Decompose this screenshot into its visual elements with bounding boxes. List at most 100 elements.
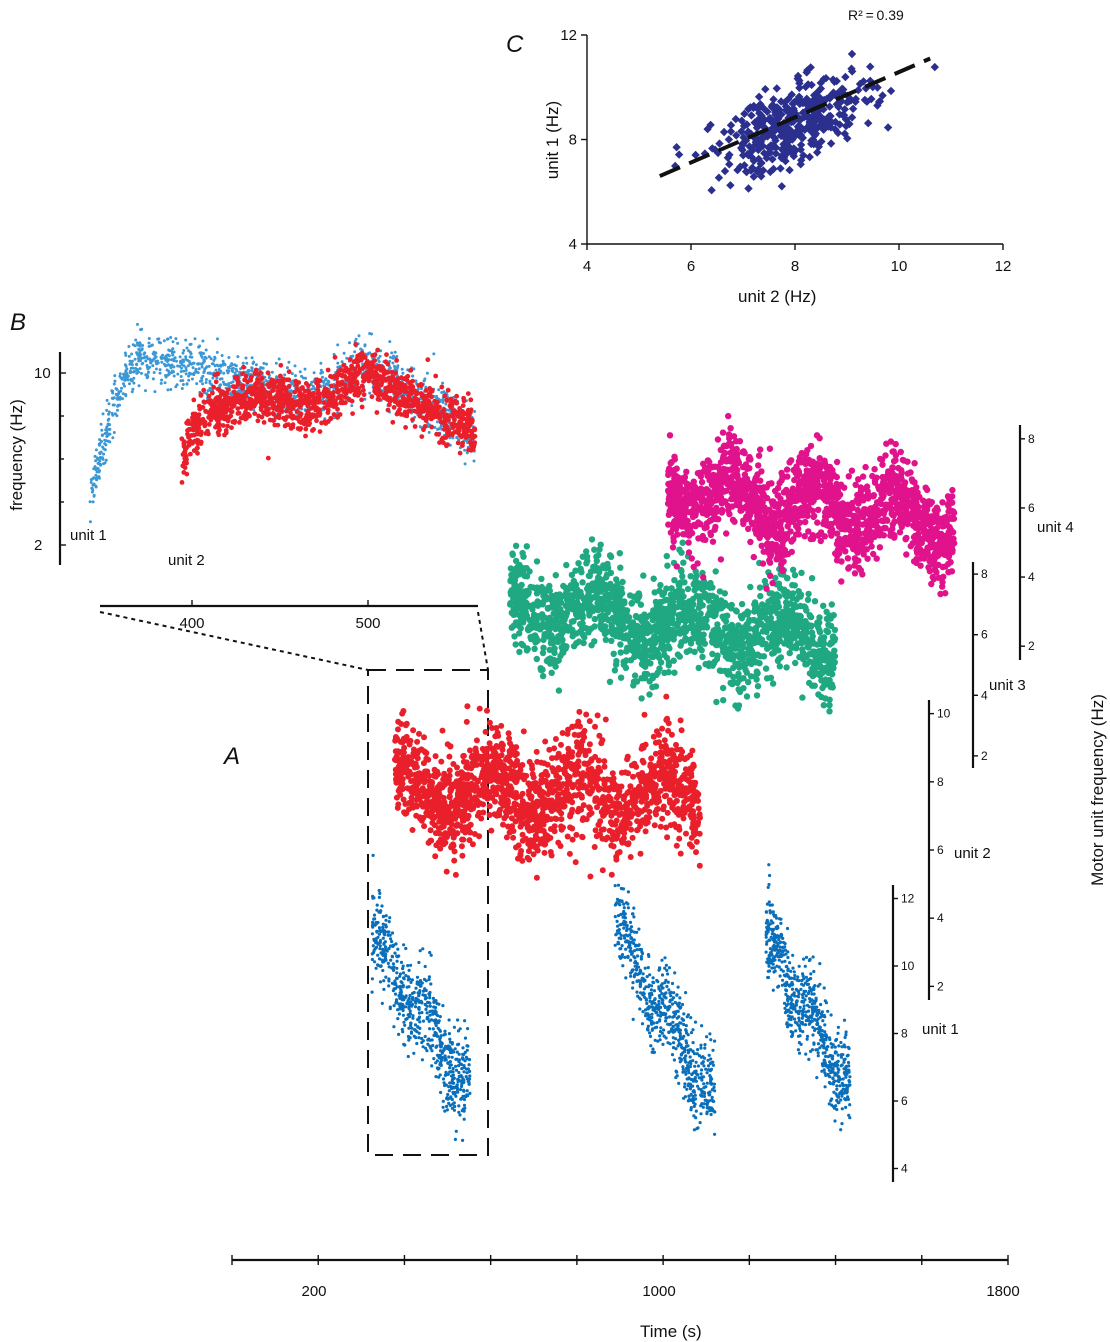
a-point-unit-3 [539,672,547,680]
a-point-unit-2 [552,736,559,742]
a-point-unit-1 [431,1012,435,1016]
a-point-unit-1 [836,1094,840,1098]
a-point-unit-2 [673,762,680,769]
a-point-unit-1 [709,1057,713,1061]
a-point-unit-3 [804,596,812,603]
a-point-unit-1 [622,906,626,910]
a-point-unit-2 [480,809,487,816]
a-point-unit-1 [680,1002,685,1007]
a-point-unit-1 [379,930,383,934]
a-point-unit-1 [386,961,390,966]
a-point-unit-2 [446,772,453,779]
a-point-unit-1 [421,989,425,993]
a-point-unit-1 [677,1038,681,1042]
a-point-unit-2 [694,821,701,828]
a-point-unit-1 [375,903,379,907]
a-point-unit-2 [413,784,420,791]
a-point-unit-1 [422,977,427,982]
a-point-unit-1 [417,960,421,965]
a-point-unit-2 [432,853,439,860]
a-point-unit-1 [645,1001,649,1006]
a-point-unit-1 [399,988,403,993]
a-point-unit-1 [407,968,411,973]
a-point-unit-2 [439,727,446,734]
a-point-unit-1 [846,1045,850,1049]
a-point-unit-1 [618,947,622,951]
a-point-unit-1 [838,1084,842,1088]
a-point-unit-1 [634,967,639,972]
a-point-unit-3 [527,583,534,591]
a-point-unit-1 [710,1088,715,1092]
a-point-unit-1 [406,978,410,982]
a-point-unit-1 [807,1005,811,1009]
a-point-unit-3 [680,559,687,566]
a-point-unit-1 [455,1050,459,1054]
a-point-unit-1 [463,1106,467,1110]
a-point-unit-2 [640,759,647,766]
a-point-unit-1 [625,923,629,927]
a-point-unit-2 [696,811,703,818]
a-point-unit-1 [830,1103,834,1107]
a-point-unit-1 [644,985,648,989]
a-point-unit-1 [410,1002,415,1007]
a-point-unit-3 [776,663,783,670]
a-point-unit-1 [837,1079,841,1084]
a-point-unit-2 [424,808,431,815]
a-point-unit-1 [466,1027,470,1031]
a-point-unit-1 [631,986,635,990]
a-point-unit-1 [786,999,790,1003]
a-point-unit-1 [407,1038,411,1042]
a-point-unit-1 [705,1035,709,1039]
a-point-unit-1 [649,1044,653,1048]
a-point-unit-3 [798,569,805,576]
a-point-unit-2 [565,780,572,786]
a-point-unit-2 [650,733,657,740]
a-point-unit-2 [437,836,444,843]
a-point-unit-1 [381,936,385,940]
a-point-unit-1 [425,1049,429,1053]
a-point-unit-1 [438,1073,442,1077]
a-point-unit-2 [452,815,459,822]
a-point-unit-1 [436,1020,440,1024]
a-point-unit-1 [428,1038,432,1042]
a-point-unit-2 [463,718,470,725]
a-point-unit-2 [565,753,572,760]
a-point-unit-1 [708,1074,712,1078]
a-point-unit-2 [619,837,626,844]
a-point-unit-1 [450,1041,454,1045]
a-point-unit-1 [816,1051,820,1055]
a-point-unit-1 [462,1070,466,1074]
a-point-unit-1 [670,1053,675,1057]
a-point-unit-2 [547,849,554,855]
a-point-unit-1 [847,1064,851,1068]
a-point-unit-1 [401,971,406,975]
a-point-unit-2 [588,810,595,816]
a-point-unit-1 [650,1012,654,1016]
a-point-unit-1 [827,1068,831,1072]
a-point-unit-1 [402,976,406,980]
a-point-unit-1 [841,1077,845,1081]
a-point-unit-1 [651,980,655,984]
a-point-unit-1 [835,1084,839,1088]
a-point-unit-2 [658,755,664,762]
a-point-unit-2 [429,819,436,826]
a-point-unit-3 [657,581,664,589]
a-point-unit-1 [785,994,790,999]
a-point-unit-1 [670,1028,674,1032]
a-point-unit-1 [847,1113,851,1117]
a-point-unit-2 [615,791,622,798]
a-point-unit-1 [695,1127,699,1131]
a-point-unit-3 [754,683,762,690]
a-point-unit-2 [541,849,548,856]
a-point-unit-2 [648,755,655,762]
a-point-unit-2 [683,830,689,837]
a-point-unit-1 [631,1017,635,1022]
a-point-unit-1 [807,1057,811,1061]
a-point-unit-1 [804,955,809,960]
a-point-unit-3 [769,680,777,687]
a-point-unit-2 [666,774,673,781]
a-point-unit-2 [679,792,686,799]
a-point-unit-3 [676,546,683,553]
a-point-unit-3 [509,599,516,606]
a-point-unit-1 [615,932,619,936]
